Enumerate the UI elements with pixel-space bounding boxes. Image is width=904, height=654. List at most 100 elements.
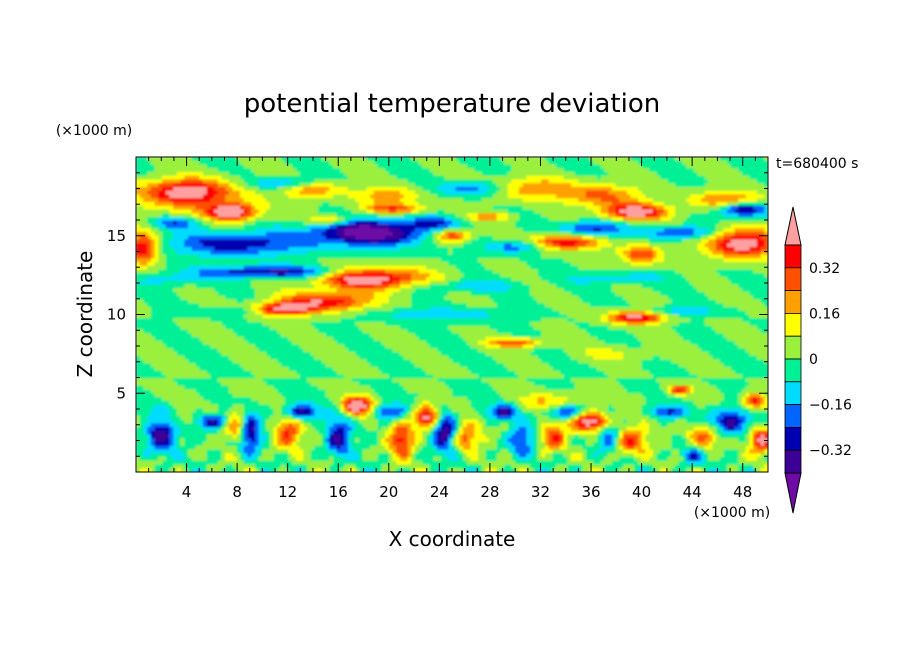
heatmap-cell <box>704 183 710 188</box>
heatmap-cell <box>295 254 301 259</box>
heatmap-cell <box>448 175 453 181</box>
heatmap-cell <box>615 194 620 199</box>
heatmap-cell <box>463 228 468 233</box>
heatmap-cell <box>176 213 182 218</box>
heatmap-cell <box>693 194 698 199</box>
heatmap-cell <box>396 187 401 192</box>
heatmap-cell <box>749 228 754 233</box>
heatmap-cell <box>236 205 241 211</box>
heatmap-cell <box>247 247 252 252</box>
heatmap-cell <box>567 243 572 248</box>
heatmap-cell <box>221 243 226 248</box>
heatmap-cell <box>500 168 505 173</box>
heatmap-cell <box>232 172 237 177</box>
heatmap-cell <box>459 168 464 173</box>
heatmap-cell <box>310 243 316 248</box>
heatmap-cell <box>388 172 394 177</box>
heatmap-cell <box>433 168 438 173</box>
heatmap-cell <box>310 194 316 199</box>
heatmap-cell <box>682 213 687 218</box>
heatmap-cell <box>678 235 684 241</box>
heatmap-cell <box>425 179 431 184</box>
heatmap-cell <box>243 194 249 199</box>
heatmap-cell <box>455 220 461 226</box>
heatmap-cell <box>686 187 691 192</box>
heatmap-cell <box>727 239 732 244</box>
heatmap-cell <box>645 228 650 233</box>
heatmap-cell <box>504 232 509 237</box>
heatmap-cell <box>169 160 174 166</box>
heatmap-cell <box>530 205 535 211</box>
heatmap-cell <box>511 168 516 173</box>
heatmap-cell <box>180 179 185 184</box>
heatmap-cell <box>366 243 371 248</box>
heatmap-cell <box>444 194 449 199</box>
heatmap-cell <box>381 194 386 199</box>
heatmap-cell <box>325 183 330 188</box>
heatmap-cell <box>236 247 241 252</box>
heatmap-cell <box>526 209 531 214</box>
heatmap-cell <box>715 258 721 263</box>
heatmap-cell <box>284 160 290 166</box>
heatmap-cell <box>199 202 204 207</box>
heatmap-cell <box>158 194 163 199</box>
heatmap-cell <box>411 243 416 248</box>
heatmap-cell <box>176 157 182 162</box>
heatmap-cell <box>701 190 706 196</box>
heatmap-cell <box>474 179 479 184</box>
heatmap-cell <box>582 172 587 177</box>
heatmap-cell <box>652 220 658 226</box>
heatmap-cell <box>206 157 211 162</box>
heatmap-cell <box>188 183 193 188</box>
heatmap-cell <box>403 232 408 237</box>
heatmap-cell <box>630 224 635 229</box>
heatmap-cell <box>574 202 579 207</box>
heatmap-cell <box>355 190 360 196</box>
heatmap-cell <box>570 228 576 233</box>
heatmap-cell <box>251 235 256 241</box>
heatmap-cell <box>466 209 472 214</box>
heatmap-cell <box>307 160 312 166</box>
heatmap-cell <box>422 224 427 229</box>
heatmap-cell <box>455 232 461 237</box>
heatmap-cell <box>403 239 408 244</box>
heatmap-cell <box>749 157 754 162</box>
heatmap-cell <box>314 235 319 241</box>
heatmap-cell <box>414 202 420 207</box>
heatmap-cell <box>559 205 565 211</box>
heatmap-cell <box>210 220 215 226</box>
heatmap-cell <box>236 228 241 233</box>
heatmap-cell <box>288 202 293 207</box>
heatmap-cell <box>243 187 249 192</box>
heatmap-cell <box>544 157 550 162</box>
heatmap-cell <box>202 224 208 229</box>
heatmap-cell <box>228 164 234 169</box>
heatmap-cell <box>548 239 553 244</box>
heatmap-cell <box>463 250 468 256</box>
heatmap-cell <box>530 262 535 267</box>
heatmap-cell <box>552 179 557 184</box>
heatmap-cell <box>619 224 624 229</box>
heatmap-cell <box>645 157 650 162</box>
heatmap-cell <box>504 164 509 169</box>
heatmap-cell <box>247 179 252 184</box>
heatmap-cell <box>730 224 736 229</box>
heatmap-cell <box>351 232 356 237</box>
heatmap-cell <box>563 228 568 233</box>
heatmap-cell <box>373 217 379 222</box>
heatmap-cell <box>188 243 193 248</box>
heatmap-cell <box>269 160 275 166</box>
heatmap-cell <box>652 187 658 192</box>
heatmap-cell <box>567 224 572 229</box>
heatmap-cell <box>362 194 368 199</box>
heatmap-cell <box>217 247 223 252</box>
heatmap-cell <box>738 224 743 229</box>
heatmap-cell <box>165 194 171 199</box>
heatmap-cell <box>314 224 319 229</box>
heatmap-cell <box>299 224 304 229</box>
heatmap-cell <box>180 258 185 263</box>
heatmap-cell <box>485 262 490 267</box>
heatmap-cell <box>321 202 327 207</box>
heatmap-cell <box>325 254 330 259</box>
heatmap-cell <box>611 175 617 181</box>
